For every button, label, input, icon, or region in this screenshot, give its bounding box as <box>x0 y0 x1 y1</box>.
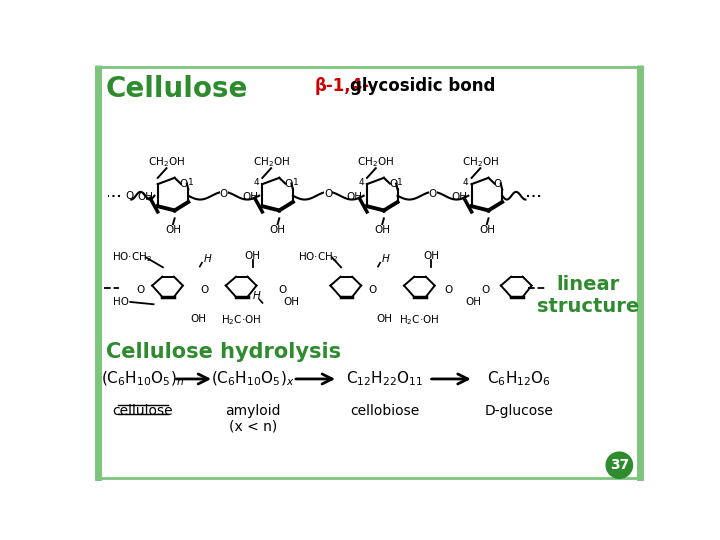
Text: O: O <box>180 179 188 188</box>
Text: OH: OH <box>451 192 467 202</box>
Text: OH: OH <box>245 251 261 261</box>
Text: CH$_2$OH: CH$_2$OH <box>462 155 499 168</box>
Text: Cellulose hydrolysis: Cellulose hydrolysis <box>106 342 341 362</box>
Circle shape <box>606 452 632 478</box>
Text: H$_2$C·OH: H$_2$C·OH <box>399 314 439 327</box>
Text: O: O <box>324 189 333 199</box>
Text: OH: OH <box>138 192 153 202</box>
Text: OH: OH <box>269 225 286 235</box>
Text: OH: OH <box>242 192 258 202</box>
Text: cellulose: cellulose <box>112 403 173 417</box>
Text: O: O <box>444 285 452 295</box>
Text: O: O <box>278 285 287 295</box>
Text: amyloid
(x < n): amyloid (x < n) <box>225 403 281 434</box>
Text: C$_{12}$H$_{22}$O$_{11}$: C$_{12}$H$_{22}$O$_{11}$ <box>346 369 423 388</box>
Text: 1: 1 <box>397 178 403 187</box>
Text: OH: OH <box>377 314 392 324</box>
Text: O: O <box>493 179 502 188</box>
Text: O: O <box>136 285 145 295</box>
Text: HO: HO <box>113 297 129 307</box>
Text: OH: OH <box>479 225 495 235</box>
Text: HO·CH$_2$: HO·CH$_2$ <box>112 251 153 264</box>
Text: (C$_6$H$_{10}$O$_5$)$_x$: (C$_6$H$_{10}$O$_5$)$_x$ <box>211 370 294 388</box>
Text: CH$_2$OH: CH$_2$OH <box>357 155 395 168</box>
Text: D-glucose: D-glucose <box>484 403 553 417</box>
Text: 4: 4 <box>253 178 259 187</box>
Text: H: H <box>253 291 261 301</box>
Text: O: O <box>369 285 377 295</box>
Text: OH: OH <box>466 297 482 307</box>
Text: C$_6$H$_{12}$O$_6$: C$_6$H$_{12}$O$_6$ <box>487 369 551 388</box>
Text: OH: OH <box>423 251 439 261</box>
Text: 37: 37 <box>610 458 629 472</box>
Text: O: O <box>201 285 209 295</box>
Text: H$_2$C·OH: H$_2$C·OH <box>221 314 261 327</box>
Text: H: H <box>204 254 212 264</box>
Text: OH: OH <box>374 225 390 235</box>
Text: OH: OH <box>284 297 300 307</box>
Text: 4: 4 <box>463 178 469 187</box>
Text: 4: 4 <box>359 178 364 187</box>
Text: O: O <box>429 189 437 199</box>
Text: linear
structure: linear structure <box>537 275 639 316</box>
Text: CH$_2$OH: CH$_2$OH <box>148 155 185 168</box>
Text: Cellulose: Cellulose <box>106 76 248 104</box>
Text: glycosidic bond: glycosidic bond <box>351 77 496 96</box>
Text: O: O <box>481 285 490 295</box>
Text: OH: OH <box>346 192 363 202</box>
Text: β-1,4-: β-1,4- <box>315 77 370 96</box>
Text: O: O <box>284 179 292 188</box>
Text: OH: OH <box>191 314 207 324</box>
Text: HO·CH$_2$: HO·CH$_2$ <box>299 251 338 264</box>
Text: cellobiose: cellobiose <box>350 403 419 417</box>
Text: O: O <box>220 189 228 199</box>
Text: CH$_2$OH: CH$_2$OH <box>253 155 289 168</box>
Text: 1: 1 <box>188 178 194 187</box>
Text: O: O <box>125 191 134 201</box>
Text: 1: 1 <box>292 178 298 187</box>
Text: OH: OH <box>165 225 181 235</box>
Text: O: O <box>389 179 397 188</box>
Text: H: H <box>382 254 390 264</box>
Text: (C$_6$H$_{10}$O$_5$)$_n$: (C$_6$H$_{10}$O$_5$)$_n$ <box>101 370 184 388</box>
